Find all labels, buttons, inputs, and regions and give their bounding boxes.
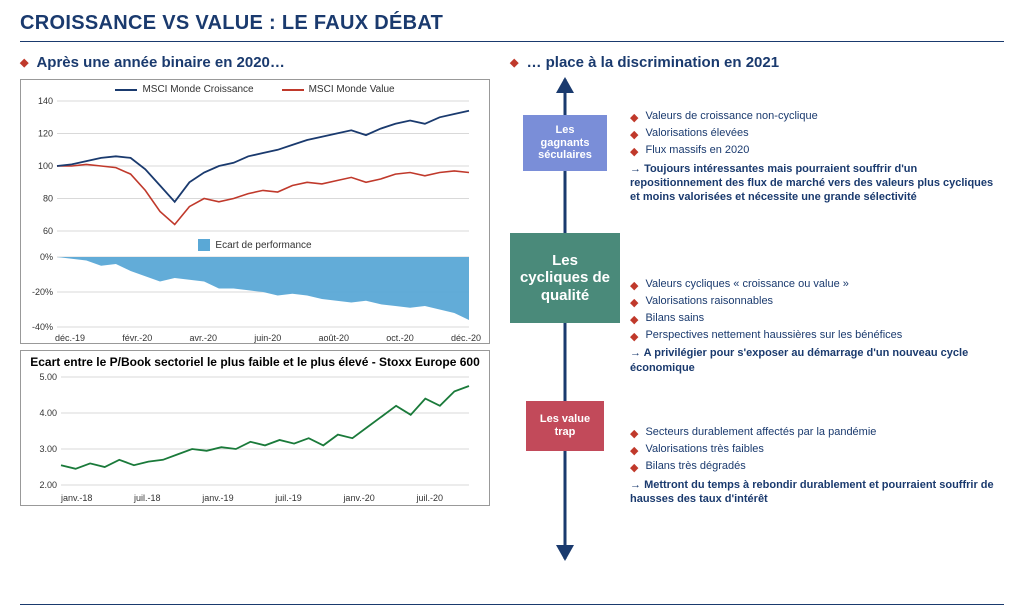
category-box-quality-cyclicals: Les cycliques de qualité: [510, 233, 620, 323]
category-box-value-trap: Les value trap: [526, 401, 604, 451]
chart3-svg: 2.00 3.00 4.00 5.00: [27, 371, 475, 491]
svg-text:5.00: 5.00: [39, 372, 57, 382]
chart12-xaxis: déc.-19févr.-20avr.-20juin-20août-20oct.…: [27, 331, 483, 343]
desc-block-1: ◆Valeurs de croissance non-cyclique◆Valo…: [630, 109, 1004, 259]
right-column: ◆ … place à la discrimination en 2021 Le…: [510, 54, 1004, 573]
svg-text:2.00: 2.00: [39, 480, 57, 490]
svg-text:4.00: 4.00: [39, 408, 57, 418]
chart2-svg: 0% -20% -40%: [27, 253, 475, 331]
diamond-icon: ◆: [630, 427, 638, 442]
diamond-icon: ◆: [630, 279, 638, 294]
chart1-legend: MSCI Monde Croissance MSCI Monde Value: [27, 84, 483, 95]
svg-text:-20%: -20%: [32, 287, 53, 297]
vertical-axis: Les gagnants séculaires Les cycliques de…: [510, 79, 620, 559]
right-subhead-text: … place à la discrimination en 2021: [526, 54, 779, 71]
svg-text:0%: 0%: [40, 253, 53, 262]
diamond-icon: ◆: [630, 313, 638, 328]
left-subhead-text: Après une année binaire en 2020…: [36, 54, 284, 71]
bullet-item: ◆Valorisations très faibles: [630, 442, 1004, 459]
legend-growth: MSCI Monde Croissance: [142, 84, 253, 95]
bullet-item: ◆Valeurs de croissance non-cyclique: [630, 109, 1004, 126]
bullet-item: ◆Valeurs cycliques « croissance ou value…: [630, 277, 1004, 294]
page-title: CROISSANCE VS VALUE : LE FAUX DÉBAT: [20, 12, 1004, 42]
diamond-icon: ◆: [630, 330, 638, 345]
arrow-conclusion: A privilégier pour s'exposer au démarrag…: [630, 346, 1004, 375]
chart3-xaxis: janv.-18juil.-18janv.-19juil.-19janv.-20…: [27, 491, 483, 503]
chart1-svg: 60 80 100 120 140: [27, 97, 475, 235]
svg-text:3.00: 3.00: [39, 444, 57, 454]
chart3-title: Ecart entre le P/Book sectoriel le plus …: [27, 355, 483, 369]
footer-rule: [20, 604, 1004, 605]
diamond-icon: ◆: [20, 56, 28, 69]
category-box-seculars: Les gagnants séculaires: [523, 115, 607, 171]
legend-spread: Ecart de performance: [215, 240, 311, 251]
svg-text:140: 140: [38, 97, 53, 106]
svg-text:-40%: -40%: [32, 322, 53, 331]
diamond-icon: ◆: [630, 111, 638, 126]
svg-text:100: 100: [38, 161, 53, 171]
arrow-conclusion: Toujours intéressantes mais pourraient s…: [630, 162, 1004, 205]
left-subhead: ◆ Après une année binaire en 2020…: [20, 54, 490, 71]
bullet-item: ◆Valorisations raisonnables: [630, 294, 1004, 311]
bullet-item: ◆Bilans sains: [630, 311, 1004, 328]
svg-text:60: 60: [43, 226, 53, 235]
diamond-icon: ◆: [630, 444, 638, 459]
desc-block-2: ◆Valeurs cycliques « croissance ou value…: [630, 277, 1004, 407]
bullet-item: ◆Valorisations élevées: [630, 126, 1004, 143]
descriptions: ◆Valeurs de croissance non-cyclique◆Valo…: [630, 79, 1004, 573]
svg-text:120: 120: [38, 129, 53, 139]
diamond-icon: ◆: [630, 128, 638, 143]
left-column: ◆ Après une année binaire en 2020… MSCI …: [20, 54, 490, 573]
chart-pbook: Ecart entre le P/Book sectoriel le plus …: [20, 350, 490, 506]
diamond-icon: ◆: [630, 461, 638, 476]
diamond-icon: ◆: [510, 56, 518, 69]
arrow-conclusion: Mettront du temps à rebondir durablement…: [630, 478, 1004, 507]
right-subhead: ◆ … place à la discrimination en 2021: [510, 54, 1004, 71]
bullet-item: ◆Secteurs durablement affectés par la pa…: [630, 425, 1004, 442]
bullet-item: ◆Flux massifs en 2020: [630, 143, 1004, 160]
diamond-icon: ◆: [630, 296, 638, 311]
bullet-item: ◆Perspectives nettement haussières sur l…: [630, 328, 1004, 345]
desc-block-3: ◆Secteurs durablement affectés par la pa…: [630, 425, 1004, 555]
legend-value: MSCI Monde Value: [309, 84, 395, 95]
bullet-item: ◆Bilans très dégradés: [630, 459, 1004, 476]
chart-perf-lines: MSCI Monde Croissance MSCI Monde Value 6…: [20, 79, 490, 344]
svg-text:80: 80: [43, 194, 53, 204]
chart2-legend: Ecart de performance: [27, 239, 483, 251]
diamond-icon: ◆: [630, 145, 638, 160]
